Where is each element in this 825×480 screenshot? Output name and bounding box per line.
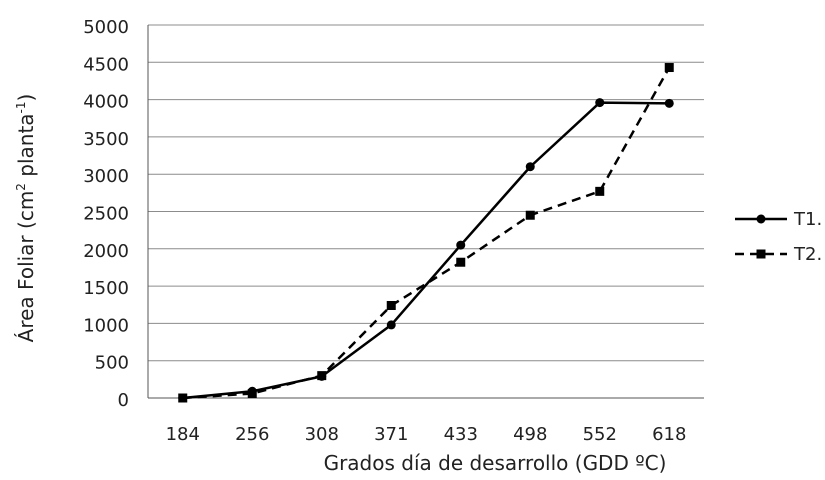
x-axis-title: Grados día de desarrollo (GDD ºC) <box>324 451 667 475</box>
y-axis-title-main: Área Foliar (cm <box>14 191 38 343</box>
x-tick-label-618: 618 <box>652 424 686 445</box>
y-tick-label-0: 0 <box>118 390 129 411</box>
y-tick-label-3500: 3500 <box>83 129 129 150</box>
y-tick-label-1000: 1000 <box>83 315 129 336</box>
series-2-point-498 <box>525 210 535 220</box>
y-tick-label-2000: 2000 <box>83 241 129 262</box>
series-2-point-618 <box>664 63 674 73</box>
x-tick-label-371: 371 <box>374 424 408 445</box>
series-2-point-433 <box>456 257 466 267</box>
series-line-2 <box>182 66 671 400</box>
series-1-point-433 <box>456 240 466 250</box>
legend: T1. T2. <box>735 209 822 265</box>
y-axis-title-mid: planta <box>14 113 38 183</box>
x-tick-label-433: 433 <box>444 424 478 445</box>
x-tick-label-308: 308 <box>305 424 339 445</box>
x-tick-label-552: 552 <box>583 424 617 445</box>
y-axis-title-end: ) <box>14 94 38 102</box>
series-1-point-552 <box>595 98 605 108</box>
x-tick-label-256: 256 <box>235 424 269 445</box>
series-1-point-618 <box>664 98 674 108</box>
series-2-point-371 <box>386 300 396 310</box>
grid-lines <box>147 24 704 399</box>
y-axis-title-sup1: 2 <box>14 183 28 191</box>
series-1-point-498 <box>525 162 535 172</box>
y-tick-label-1500: 1500 <box>83 278 129 299</box>
y-tick-label-5000: 5000 <box>83 17 129 38</box>
series-2-point-184 <box>178 393 188 403</box>
y-tick-labels: 0 500 1000 1500 2000 2500 3000 3500 4000 4500 5000 <box>83 17 129 411</box>
series-markers <box>178 63 674 403</box>
x-tick-label-498: 498 <box>513 424 547 445</box>
legend-marker-2 <box>756 249 766 259</box>
legend-label-2: T2. <box>793 244 822 265</box>
x-tick-label-184: 184 <box>166 424 200 445</box>
series-2-point-552 <box>595 186 605 196</box>
series-2-point-308 <box>317 371 327 381</box>
y-tick-label-4000: 4000 <box>83 92 129 113</box>
y-tick-label-3000: 3000 <box>83 166 129 187</box>
x-tick-labels: 184 256 308 371 433 498 552 618 <box>166 424 687 445</box>
y-tick-label-4500: 4500 <box>83 54 129 75</box>
y-axis-title-sup2: -1 <box>14 101 28 113</box>
legend-label-1: T1. <box>793 209 822 230</box>
series-2-point-256 <box>247 389 257 399</box>
y-tick-label-2500: 2500 <box>83 204 129 225</box>
series-line-1 <box>182 101 670 400</box>
series-1-point-371 <box>386 320 396 330</box>
y-axis-title: Área Foliar (cm2 planta-1) <box>14 94 38 343</box>
series-lines <box>182 66 671 400</box>
legend-marker-1 <box>756 214 766 224</box>
y-tick-label-500: 500 <box>95 353 129 374</box>
